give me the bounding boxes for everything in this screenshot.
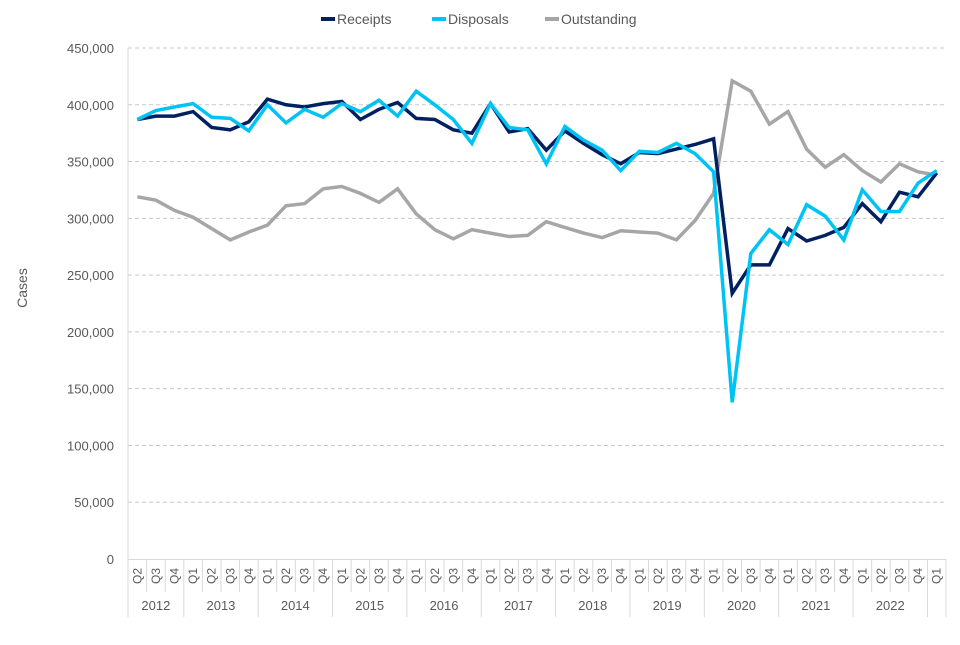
year-label: 2019 [653,598,682,613]
quarter-label: Q2 [725,568,739,584]
quarter-label: Q4 [911,568,925,584]
quarter-label: Q3 [744,568,758,584]
series-lines [136,78,939,403]
quarter-label: Q2 [502,568,516,584]
y-tick-label: 50,000 [74,495,114,510]
legend-label-disposals: Disposals [448,11,509,27]
year-label: 2018 [578,598,607,613]
gridlines [128,47,946,503]
y-tick-label: 250,000 [67,268,114,283]
quarter-label: Q3 [893,568,907,584]
y-tick-label: 200,000 [67,325,114,340]
legend: Receipts Disposals Outstanding [321,11,637,27]
quarter-label: Q1 [632,568,646,584]
quarter-label: Q4 [465,568,479,584]
quarter-label: Q2 [800,568,814,584]
quarter-label: Q3 [446,568,460,584]
y-tick-label: 150,000 [67,382,114,397]
x-axis: Q2 Q3 Q4 Q1 Q2 Q3 Q4 Q1 Q2 Q3 Q4 Q1 Q2 Q3 Q4 Q1 Q2 Q3 Q4 Q1… [127,48,947,617]
quarter-label: Q4 [614,568,628,584]
year-label: 2020 [727,598,756,613]
year-label: 2014 [281,598,310,613]
quarter-label: Q1 [335,568,349,584]
quarter-label: Q1 [930,568,944,584]
quarter-label: Q3 [298,568,312,584]
y-tick-label: 0 [107,552,114,567]
quarter-label: Q1 [781,568,795,584]
year-label: 2016 [430,598,459,613]
quarter-label: Q3 [372,568,386,584]
quarter-label: Q2 [205,568,219,584]
quarter-label: Q1 [484,568,498,584]
y-tick-label: 300,000 [67,211,114,226]
quarter-label: Q4 [539,568,553,584]
quarter-label: Q4 [391,568,405,584]
quarter-label: Q4 [167,568,181,584]
quarter-label: Q2 [874,568,888,584]
quarter-label: Q1 [186,568,200,584]
y-tick-label: 100,000 [67,438,114,453]
quarter-label: Q2 [279,568,293,584]
quarter-label: Q3 [223,568,237,584]
quarter-label: Q1 [855,568,869,584]
quarter-label: Q1 [409,568,423,584]
y-tick-label: 400,000 [67,98,114,113]
quarter-label: Q4 [762,568,776,584]
series-line-receipts [136,97,939,299]
year-label: 2022 [876,598,905,613]
quarter-label: Q4 [242,568,256,584]
quarter-label: Q3 [669,568,683,584]
y-axis-label: Cases [14,268,30,308]
quarter-label: Q3 [818,568,832,584]
quarter-label: Q2 [353,568,367,584]
legend-label-receipts: Receipts [337,11,391,27]
quarter-label: Q3 [149,568,163,584]
legend-label-outstanding: Outstanding [561,11,637,27]
y-tick-label: 450,000 [67,41,114,56]
quarter-label: Q2 [651,568,665,584]
y-tick-label: 350,000 [67,155,114,170]
year-label: 2021 [801,598,830,613]
year-label: 2012 [141,598,170,613]
y-axis: 0 50,000 100,000 150,000 200,000 250,000 300,0… [67,41,114,567]
quarter-label: Q2 [576,568,590,584]
quarter-label: Q2 [428,568,442,584]
quarter-label: Q3 [521,568,535,584]
quarter-label: Q3 [595,568,609,584]
quarter-label: Q1 [558,568,572,584]
year-label: 2017 [504,598,533,613]
series-line-disposals [136,88,938,403]
year-label: 2015 [355,598,384,613]
quarter-label: Q4 [837,568,851,584]
quarter-label: Q2 [130,568,144,584]
quarter-label: Q4 [688,568,702,584]
quarter-label: Q1 [260,568,274,584]
quarter-label: Q1 [707,568,721,584]
year-label: 2013 [206,598,235,613]
quarter-label: Q4 [316,568,330,584]
series-line-outstanding [136,78,938,242]
